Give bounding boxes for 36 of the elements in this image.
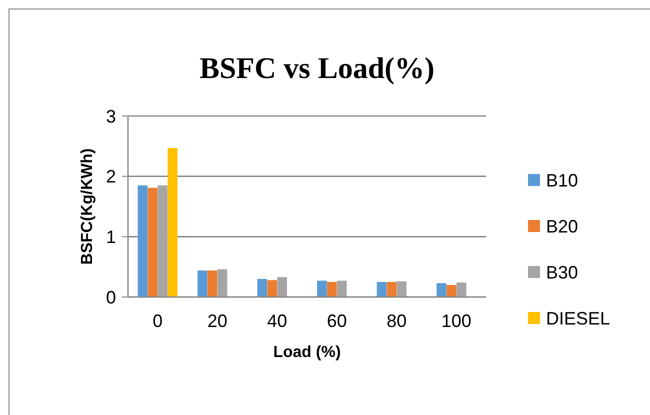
y-tick-label: 3 (106, 106, 116, 126)
bar (207, 270, 218, 297)
bar (396, 281, 407, 297)
bar (317, 280, 327, 297)
legend-label: DIESEL (546, 308, 610, 328)
x-tick-label: 40 (267, 311, 288, 331)
y-tick-label: 0 (106, 287, 116, 308)
x-tick-label: 60 (326, 311, 347, 331)
bar (217, 269, 228, 297)
x-tick-label: 0 (152, 311, 163, 331)
legend-label: B10 (546, 170, 578, 190)
y-axis-title: BSFC(Kg/KWh) (79, 148, 96, 265)
bar (267, 280, 278, 297)
bar (336, 280, 347, 297)
bar (327, 282, 337, 297)
chart-title: BSFC vs Load(%) (199, 52, 435, 85)
bar (198, 270, 208, 297)
bar (386, 282, 397, 297)
x-tick-label: 20 (207, 311, 228, 331)
y-tick-label: 1 (106, 226, 116, 247)
legend-label: B30 (546, 262, 578, 282)
bar (446, 284, 456, 297)
legend-label: B20 (546, 216, 578, 236)
bar (376, 282, 387, 297)
bar (158, 185, 168, 297)
bar (436, 283, 446, 297)
bar (168, 148, 178, 297)
bar (456, 282, 466, 297)
bar (277, 277, 287, 297)
x-tick-label: 80 (386, 311, 407, 331)
bar (138, 185, 148, 297)
x-tick-label: 100 (441, 311, 472, 331)
bar (148, 188, 158, 297)
bar (257, 278, 268, 297)
y-tick-label: 2 (106, 166, 116, 187)
x-axis-title: Load (%) (273, 344, 341, 361)
